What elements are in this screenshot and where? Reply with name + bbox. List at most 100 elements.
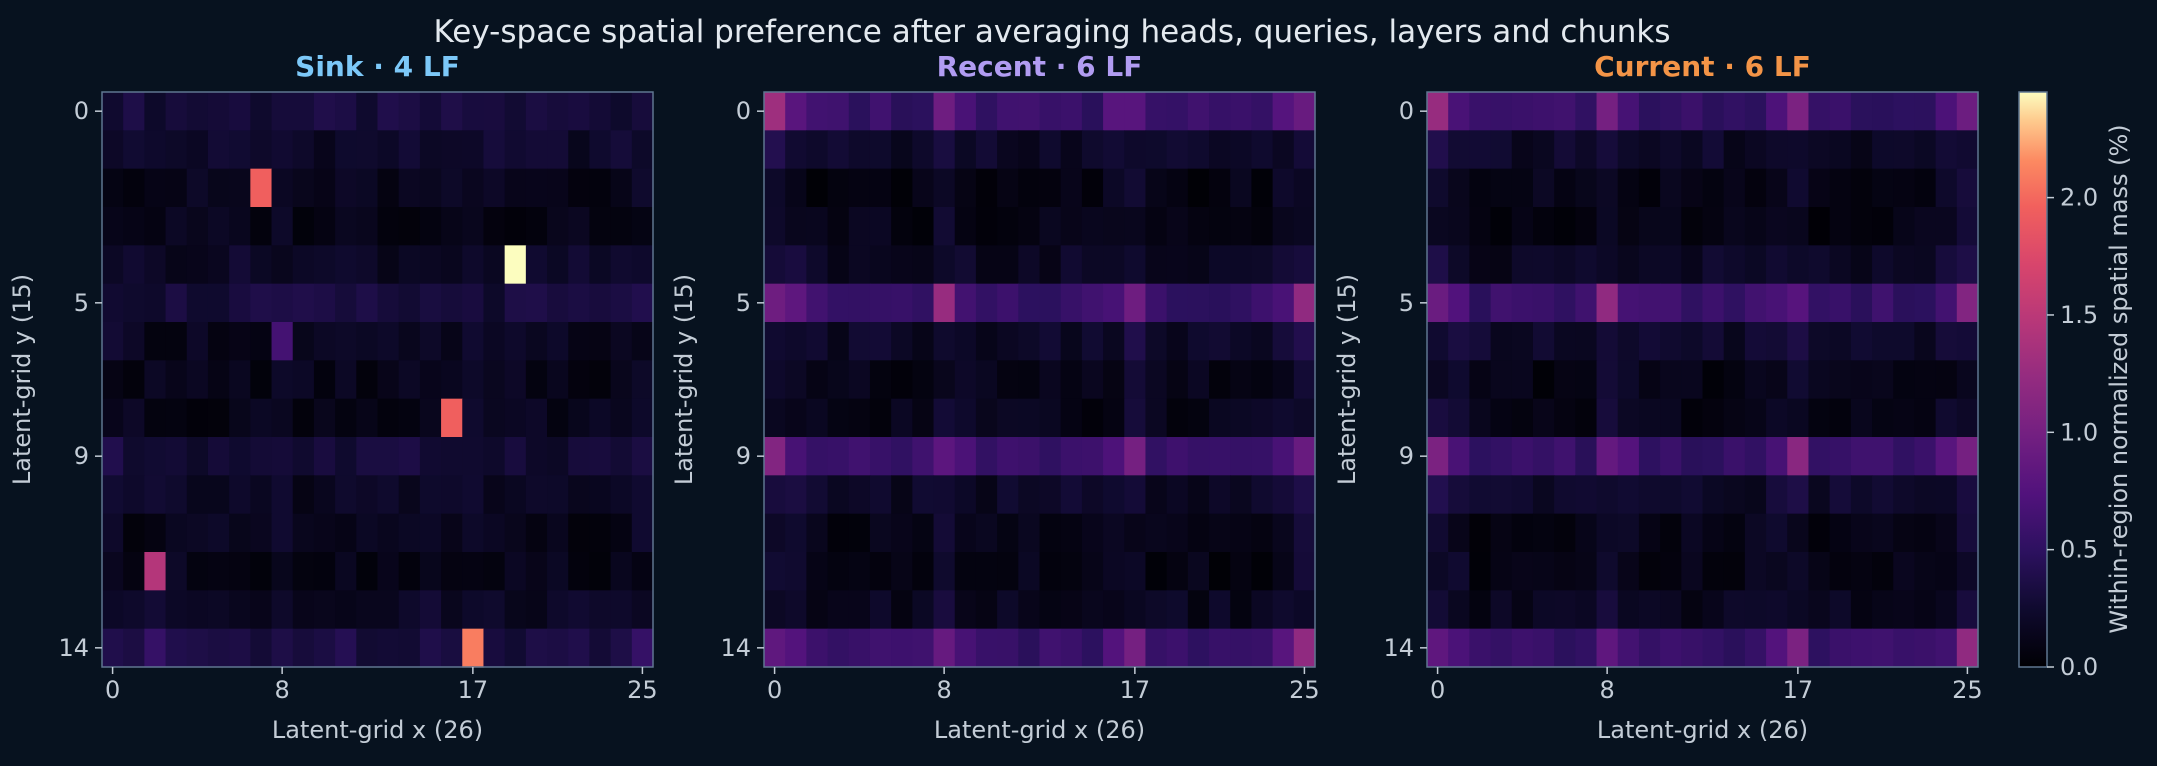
heatmap-cell bbox=[1829, 475, 1852, 515]
heatmap-cell bbox=[1209, 513, 1231, 553]
heatmap-cell bbox=[1850, 398, 1873, 438]
heatmap-cell bbox=[1766, 168, 1788, 208]
heatmap-cell bbox=[1490, 168, 1513, 208]
heatmap-cell bbox=[1060, 245, 1083, 285]
heatmap-cell bbox=[123, 513, 145, 553]
panel-title: Recent · 6 LF bbox=[937, 50, 1143, 83]
heatmap-cell bbox=[165, 283, 188, 323]
heatmap-cell bbox=[1956, 552, 1979, 591]
heatmap-cell bbox=[1914, 360, 1937, 400]
heatmap-cell bbox=[891, 207, 913, 246]
heatmap-cell bbox=[229, 130, 251, 170]
heatmap-cell bbox=[1787, 437, 1810, 476]
heatmap-cell bbox=[441, 398, 463, 438]
heatmap-cell bbox=[1893, 628, 1916, 668]
heatmap-cell bbox=[1448, 322, 1470, 361]
heatmap-cell bbox=[1427, 168, 1449, 208]
heatmap-cell bbox=[1554, 513, 1576, 553]
heatmap-cell bbox=[1230, 360, 1253, 400]
heatmap-cell bbox=[1787, 207, 1810, 246]
heatmap-cell bbox=[1766, 130, 1788, 170]
heatmap-cell bbox=[1596, 322, 1619, 361]
heatmap-cell bbox=[1293, 552, 1316, 591]
heatmap-cell bbox=[144, 168, 167, 208]
heatmap-cell bbox=[525, 283, 548, 323]
colorbar-tick-label: 1.5 bbox=[2060, 301, 2098, 329]
y-tick-label: 5 bbox=[74, 289, 89, 317]
heatmap-cell bbox=[933, 628, 956, 668]
heatmap-cell bbox=[785, 552, 807, 591]
heatmap-cell bbox=[123, 322, 145, 361]
heatmap-cell bbox=[1787, 513, 1810, 553]
y-tick-label: 14 bbox=[720, 634, 751, 662]
heatmap-cell bbox=[1681, 437, 1704, 476]
heatmap-cell bbox=[1532, 283, 1555, 323]
heatmap-cell bbox=[1914, 475, 1937, 515]
heatmap-cell bbox=[933, 245, 956, 285]
heatmap-cell bbox=[1681, 130, 1704, 170]
heatmap-cell bbox=[848, 130, 871, 170]
heatmap-cell bbox=[1766, 398, 1788, 438]
heatmap-cell bbox=[144, 283, 167, 323]
heatmap-cell bbox=[462, 130, 485, 170]
heatmap-cell bbox=[1511, 437, 1534, 476]
heatmap-cell bbox=[1554, 168, 1576, 208]
heatmap-panel: Sink · 4 LF 0 8 17 25 0 5 9 14 Latent-grid x (26)… bbox=[8, 50, 658, 744]
heatmap-cell bbox=[975, 283, 998, 323]
heatmap-cell bbox=[1039, 513, 1062, 553]
heatmap-cell bbox=[1532, 92, 1555, 131]
heatmap-cell bbox=[1893, 168, 1916, 208]
heatmap-cell bbox=[1935, 130, 1958, 170]
heatmap-cell bbox=[1808, 322, 1831, 361]
heatmap-cell bbox=[1448, 513, 1470, 553]
heatmap-cell bbox=[1766, 513, 1788, 553]
heatmap-cell bbox=[1575, 245, 1598, 285]
heatmap-cell bbox=[1935, 437, 1958, 476]
heatmap-cell bbox=[997, 628, 1019, 668]
heatmap-cell bbox=[504, 360, 527, 400]
heatmap-cell bbox=[123, 475, 145, 515]
heatmap-cell bbox=[292, 475, 315, 515]
heatmap-cell bbox=[1723, 245, 1746, 285]
heatmap-cell bbox=[1617, 475, 1640, 515]
heatmap-cell bbox=[547, 322, 569, 361]
heatmap-cell bbox=[1511, 552, 1534, 591]
heatmap-cell bbox=[827, 628, 850, 668]
heatmap-cell bbox=[1209, 245, 1231, 285]
heatmap-cell bbox=[1490, 130, 1513, 170]
heatmap-cell bbox=[186, 513, 209, 553]
heatmap-cell bbox=[1448, 437, 1470, 476]
heatmap-cell bbox=[1956, 168, 1979, 208]
heatmap-cell bbox=[398, 590, 421, 630]
heatmap-cell bbox=[1660, 245, 1682, 285]
heatmap-cell bbox=[377, 437, 400, 476]
heatmap-cell bbox=[1124, 513, 1147, 553]
heatmap-cell bbox=[1039, 552, 1062, 591]
heatmap-cell bbox=[547, 475, 569, 515]
heatmap-cell bbox=[806, 283, 829, 323]
heatmap-cell bbox=[1554, 245, 1576, 285]
heatmap-cell bbox=[1230, 628, 1253, 668]
heatmap-cell bbox=[610, 513, 633, 553]
heatmap-cell bbox=[525, 590, 548, 630]
heatmap-cell bbox=[764, 398, 786, 438]
heatmap-cell bbox=[271, 475, 294, 515]
heatmap-cell bbox=[1872, 322, 1894, 361]
heatmap-cell bbox=[1554, 92, 1576, 131]
heatmap-cell bbox=[1490, 283, 1513, 323]
heatmap-cell bbox=[1617, 283, 1640, 323]
heatmap-cell bbox=[1081, 398, 1104, 438]
heatmap-cell bbox=[1554, 437, 1576, 476]
heatmap-cell bbox=[1617, 360, 1640, 400]
heatmap-cell bbox=[1018, 513, 1041, 553]
heatmap-cell bbox=[250, 245, 273, 285]
heatmap-cell bbox=[144, 360, 167, 400]
heatmap-cell bbox=[1251, 245, 1274, 285]
heatmap-cell bbox=[1469, 475, 1492, 515]
heatmap-cell bbox=[313, 437, 336, 476]
heatmap-cell bbox=[1850, 322, 1873, 361]
heatmap-cell bbox=[1744, 283, 1767, 323]
heatmap-cell bbox=[102, 322, 124, 361]
heatmap-cell bbox=[912, 207, 935, 246]
heatmap-cell bbox=[377, 283, 400, 323]
